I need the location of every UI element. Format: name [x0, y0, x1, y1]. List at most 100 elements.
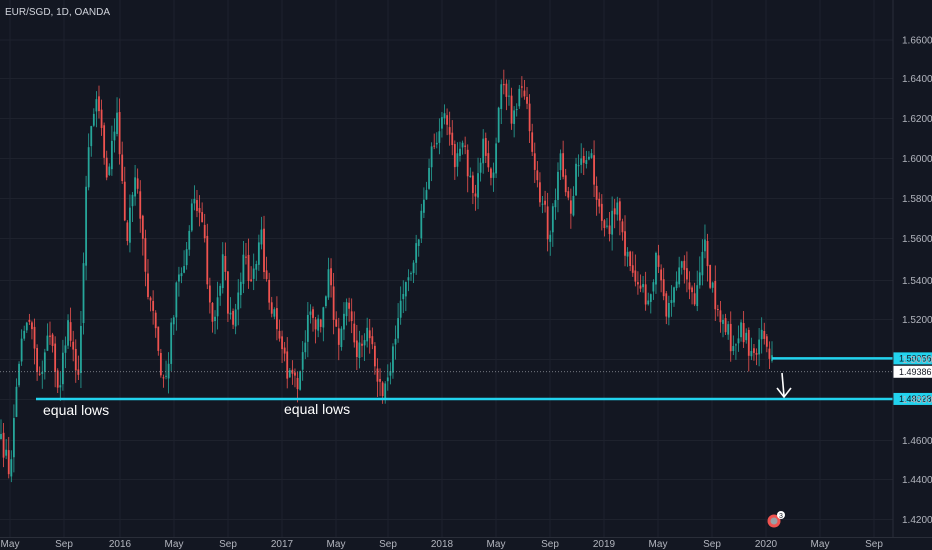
candle-body	[572, 195, 575, 216]
candle-body	[134, 177, 136, 197]
candle-body	[345, 302, 348, 317]
candle-body	[704, 239, 706, 252]
candle-body	[740, 322, 742, 338]
candle-body	[758, 339, 761, 355]
candle-body	[36, 348, 39, 373]
candle-body	[657, 255, 660, 267]
candle-body	[598, 198, 601, 207]
candle-body	[590, 153, 593, 158]
candle-body	[260, 229, 263, 245]
down-arrow-head-icon	[776, 387, 792, 399]
candle-body	[760, 329, 763, 340]
candle-body	[616, 202, 619, 215]
candle-body	[263, 228, 265, 273]
candle-body	[175, 282, 178, 318]
candle-body	[539, 182, 541, 203]
y-tick-label: 1.46000	[902, 436, 932, 447]
candle-body	[103, 125, 106, 158]
candle-body	[742, 323, 745, 343]
candle-body	[639, 285, 642, 289]
candle-body	[247, 254, 250, 281]
candle-body	[629, 251, 632, 267]
candle-body	[149, 297, 152, 301]
x-tick-label: May	[1, 539, 20, 550]
candle-body	[232, 310, 234, 325]
candle-body	[381, 382, 384, 397]
candle-body	[239, 281, 242, 296]
candle-body	[90, 126, 93, 147]
candle-body	[755, 352, 758, 355]
candle-body	[706, 241, 709, 267]
candle-body	[332, 286, 335, 320]
y-tick-label: 1.48000	[902, 395, 932, 406]
candle-body	[206, 235, 209, 285]
candle-body	[384, 383, 387, 399]
candle-body	[515, 109, 518, 111]
candle-body	[422, 199, 425, 213]
candle-body	[484, 138, 487, 156]
candle-body	[585, 160, 588, 165]
y-tick-label: 1.50000	[902, 355, 932, 366]
candle-body	[322, 307, 325, 328]
candle-body	[533, 153, 536, 170]
candle-body	[397, 318, 400, 339]
candle-body	[745, 332, 748, 341]
candle-body	[224, 255, 227, 272]
event-count-label: 3	[779, 513, 783, 520]
candle-body	[513, 110, 516, 124]
candle-body	[172, 317, 175, 325]
candle-body	[108, 166, 111, 175]
y-tick-label: 1.62000	[902, 114, 932, 125]
candle-body	[729, 323, 732, 352]
candle-body	[80, 325, 82, 374]
candle-body	[214, 316, 216, 322]
candle-body	[386, 377, 389, 382]
candle-body	[154, 312, 157, 329]
candle-body	[492, 172, 495, 178]
candle-body	[670, 300, 673, 303]
candle-body	[662, 279, 665, 297]
candle-body	[131, 194, 134, 207]
candle-body	[497, 107, 500, 143]
candle-body	[564, 175, 567, 193]
candle-body	[637, 282, 639, 285]
candles[interactable]	[0, 69, 773, 483]
candle-body	[441, 117, 443, 129]
candle-body	[340, 328, 343, 348]
candle-body	[306, 314, 309, 342]
candle-body	[126, 222, 129, 241]
candle-body	[508, 95, 510, 97]
candle-body	[487, 153, 490, 168]
candle-body	[178, 274, 180, 282]
candle-body	[520, 86, 523, 88]
candle-body	[147, 273, 149, 298]
candle-body	[698, 272, 701, 286]
candle-body	[301, 352, 304, 370]
candle-body	[536, 170, 539, 181]
candle-body	[348, 302, 351, 309]
levels[interactable]: 1.50056 1.48028 1.49386	[0, 352, 932, 405]
candle-body	[634, 270, 637, 282]
candle-body	[139, 191, 142, 219]
candle-body	[18, 363, 20, 386]
equal-lows-label-2: equal lows	[284, 401, 350, 417]
candle-body	[180, 273, 183, 277]
candle-body	[85, 186, 87, 266]
candle-body	[118, 112, 121, 155]
candle-body	[319, 319, 322, 327]
candle-body	[299, 371, 302, 390]
candle-body	[608, 225, 611, 235]
candle-body	[502, 84, 505, 86]
price-axis[interactable]: 1.66000 1.64000 1.62000 1.60000 1.58000 1.560…	[902, 36, 932, 527]
candle-body	[317, 318, 320, 331]
candle-body	[188, 230, 191, 250]
candle-body	[95, 99, 98, 112]
candle-body	[446, 115, 448, 125]
candle-body	[245, 256, 247, 258]
time-axis[interactable]: May Sep 2016 May Sep 2017 May Sep 2018 May Sep 2019…	[1, 539, 884, 550]
y-tick-label: 1.66000	[902, 36, 932, 47]
candle-body	[727, 324, 730, 335]
x-tick-label: May	[811, 539, 830, 550]
candle-body	[100, 109, 103, 128]
